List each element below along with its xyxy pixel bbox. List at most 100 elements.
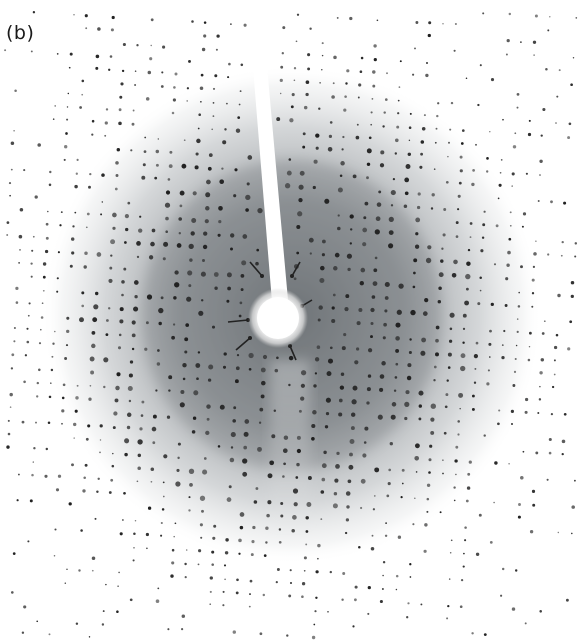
diffraction-spot xyxy=(86,212,90,216)
diffraction-spot xyxy=(550,200,553,204)
diffraction-spot xyxy=(147,506,152,510)
diffraction-spot xyxy=(315,133,320,138)
diffraction-spot xyxy=(342,135,345,139)
diffraction-spot xyxy=(257,446,262,452)
diffraction-spot xyxy=(413,271,416,275)
diffraction-spot xyxy=(535,240,537,242)
diffraction-spot xyxy=(118,571,120,574)
diffraction-spot xyxy=(133,546,135,549)
diffraction-spot xyxy=(351,412,356,417)
diffraction-spot xyxy=(390,204,394,207)
diffraction-spot xyxy=(173,296,177,300)
diffraction-spot xyxy=(314,357,320,362)
diffraction-spot xyxy=(426,510,429,513)
diffraction-spot xyxy=(344,95,347,98)
diffraction-spot xyxy=(105,108,109,111)
diffraction-spot xyxy=(36,620,39,623)
diffraction-spot xyxy=(466,486,471,490)
diffraction-spot xyxy=(213,524,217,528)
diffraction-spot xyxy=(478,513,482,517)
diffraction-spot xyxy=(38,342,42,345)
diffraction-spot xyxy=(262,354,268,360)
diffraction-spot xyxy=(30,275,33,278)
diffraction-spot xyxy=(6,234,9,236)
diffraction-spot xyxy=(134,520,137,522)
diffraction-spot xyxy=(212,102,215,104)
diffraction-spot xyxy=(126,412,132,418)
diffraction-spot xyxy=(427,245,432,250)
diffraction-spot xyxy=(464,526,467,529)
diffraction-spot xyxy=(368,136,372,140)
diffraction-spot xyxy=(10,141,15,145)
diffraction-spot xyxy=(507,250,511,255)
diffraction-spot xyxy=(132,109,135,112)
diffraction-spot xyxy=(568,122,572,126)
diffraction-spot xyxy=(371,534,374,537)
diffraction-spot xyxy=(118,108,122,112)
diffraction-spot xyxy=(65,344,69,347)
diffraction-spot xyxy=(121,293,124,297)
diffraction-spot xyxy=(52,342,55,345)
diffraction-spot xyxy=(101,623,105,626)
diffraction-spot xyxy=(232,630,236,634)
diffraction-spot xyxy=(412,73,415,76)
diffraction-spot xyxy=(532,503,536,507)
diffraction-spot xyxy=(364,201,369,206)
diffraction-spot xyxy=(16,499,19,502)
diffraction-spot xyxy=(326,371,332,377)
diffraction-spot xyxy=(84,14,88,18)
diffraction-spot xyxy=(91,556,96,561)
diffraction-spot xyxy=(48,633,51,636)
diffraction-spot xyxy=(441,247,444,250)
diffraction-spot xyxy=(45,236,49,240)
diffraction-spot xyxy=(324,198,330,204)
diffraction-spot xyxy=(157,138,159,140)
diffraction-spot xyxy=(151,426,157,432)
diffraction-spot xyxy=(211,563,214,566)
diffraction-spot xyxy=(18,234,23,239)
diffraction-spot xyxy=(55,488,60,492)
diffraction-spot xyxy=(142,163,146,167)
diffraction-spot xyxy=(515,344,518,347)
diffraction-spot xyxy=(64,145,68,149)
diffraction-spot xyxy=(539,610,542,613)
diffraction-spot xyxy=(428,458,432,462)
diffraction-spot xyxy=(458,181,462,185)
diffraction-spot xyxy=(360,506,363,510)
diffraction-spot xyxy=(425,73,429,78)
diffraction-spot xyxy=(388,230,394,236)
diffraction-spot xyxy=(67,92,70,95)
diffraction-spot xyxy=(433,365,437,369)
diffraction-spot xyxy=(111,15,115,20)
diffraction-spot xyxy=(389,442,393,446)
diffraction-spot xyxy=(54,105,56,107)
diffraction-spot xyxy=(66,568,68,571)
diffraction-spot xyxy=(430,403,436,409)
diffraction-spot xyxy=(532,40,537,44)
diffraction-spot xyxy=(209,603,212,606)
diffraction-spot xyxy=(314,610,317,613)
diffraction-spot xyxy=(124,438,130,444)
diffraction-spot xyxy=(73,437,75,439)
diffraction-spot xyxy=(280,65,284,69)
diffraction-spot xyxy=(56,290,59,293)
diffraction-spot xyxy=(384,98,388,101)
diffraction-spot xyxy=(414,244,420,249)
diffraction-spot xyxy=(298,197,303,203)
diffraction-spot xyxy=(176,468,180,472)
diffraction-spot xyxy=(151,228,156,233)
diffraction-spot xyxy=(430,417,435,422)
diffraction-spot xyxy=(323,450,327,455)
diffraction-spot xyxy=(334,252,340,258)
diffraction-spot xyxy=(12,552,16,555)
diffraction-spot xyxy=(462,565,465,568)
diffraction-spot xyxy=(19,249,21,251)
diffraction-spot xyxy=(215,48,218,51)
diffraction-spot xyxy=(71,463,74,467)
diffraction-spot xyxy=(349,452,353,457)
diffraction-spot xyxy=(32,461,34,463)
diffraction-spot xyxy=(266,513,270,518)
diffraction-spot xyxy=(449,312,455,318)
diffraction-spot xyxy=(565,598,569,602)
diffraction-spot xyxy=(133,280,139,285)
